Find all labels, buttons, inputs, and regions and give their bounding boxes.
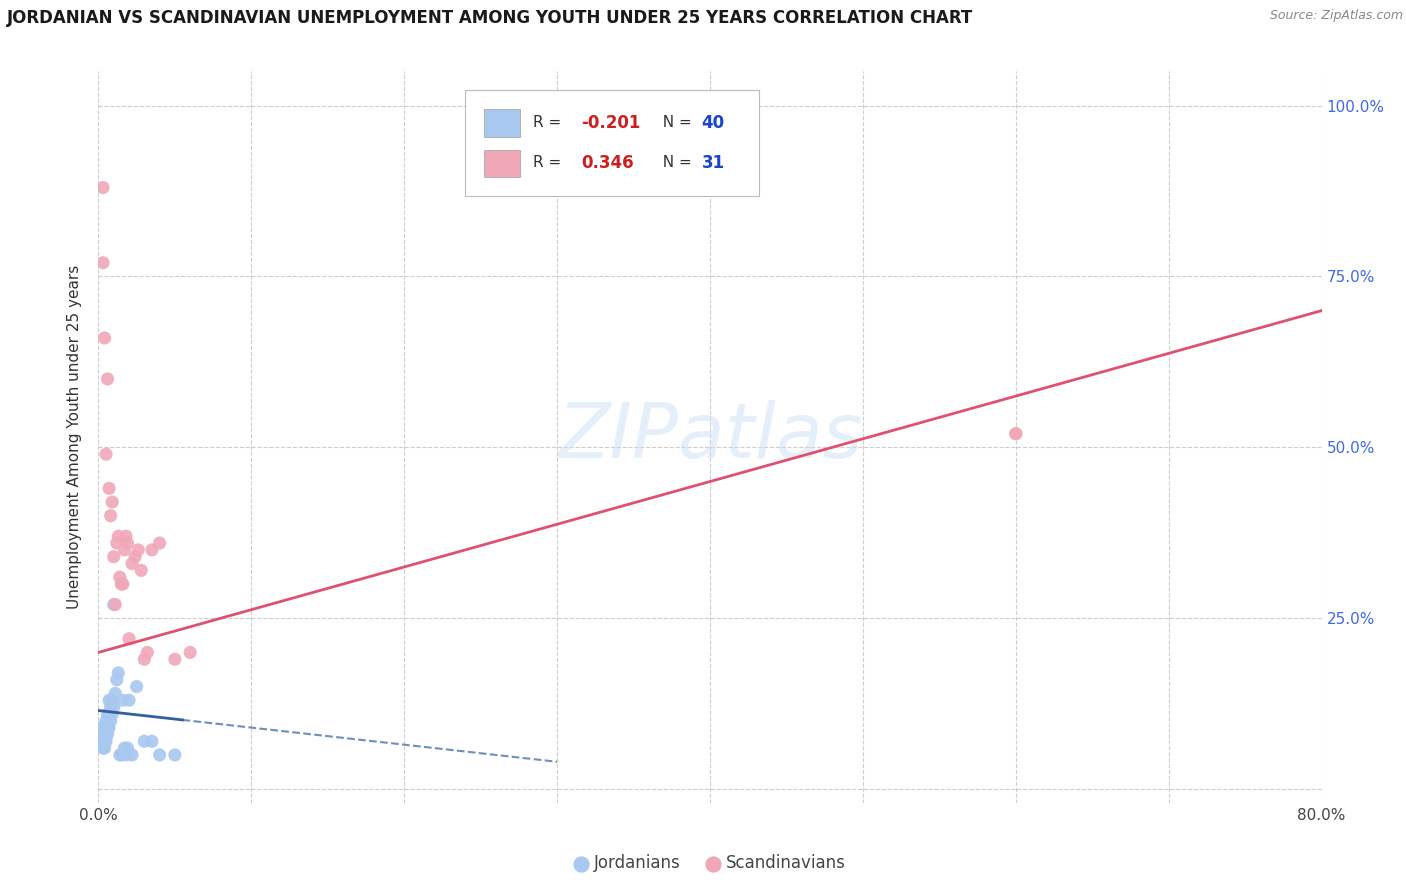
Point — [121, 557, 143, 571]
Point — [163, 652, 186, 666]
Point — [118, 632, 141, 646]
Point — [110, 577, 132, 591]
Point — [179, 645, 201, 659]
Point — [117, 741, 139, 756]
Point — [93, 331, 115, 345]
Point — [101, 693, 124, 707]
Point — [112, 542, 135, 557]
Point — [101, 706, 124, 721]
Point — [108, 747, 131, 762]
Point — [104, 598, 127, 612]
Point — [98, 721, 121, 735]
Point — [134, 734, 156, 748]
Text: 40: 40 — [702, 113, 724, 131]
Point — [121, 747, 143, 762]
Point — [90, 721, 112, 735]
Point — [94, 734, 117, 748]
Point — [129, 563, 152, 577]
Point — [115, 529, 138, 543]
Point — [91, 741, 114, 756]
Point — [127, 542, 149, 557]
Point — [94, 727, 117, 741]
Text: JORDANIAN VS SCANDINAVIAN UNEMPLOYMENT AMONG YOUTH UNDER 25 YEARS CORRELATION CH: JORDANIAN VS SCANDINAVIAN UNEMPLOYMENT A… — [7, 9, 973, 27]
Point — [111, 693, 134, 707]
Point — [91, 256, 114, 270]
Point — [94, 447, 117, 461]
Point — [108, 570, 131, 584]
Point — [1004, 426, 1026, 441]
Text: R =: R = — [533, 115, 565, 130]
Y-axis label: Unemployment Among Youth under 25 years: Unemployment Among Youth under 25 years — [67, 265, 83, 609]
Legend: Jordanians, Scandinavians: Jordanians, Scandinavians — [568, 847, 852, 879]
Point — [1004, 426, 1026, 441]
Point — [111, 577, 134, 591]
Point — [98, 693, 121, 707]
Text: R =: R = — [533, 155, 571, 170]
Point — [94, 714, 117, 728]
Point — [97, 721, 120, 735]
Point — [97, 372, 120, 386]
Point — [149, 536, 172, 550]
Point — [115, 747, 138, 762]
Point — [107, 529, 129, 543]
Bar — [484, 150, 520, 178]
Point — [103, 598, 125, 612]
Point — [100, 700, 122, 714]
Point — [107, 665, 129, 680]
Text: N =: N = — [652, 155, 696, 170]
Point — [89, 734, 111, 748]
Point — [149, 747, 172, 762]
Point — [117, 536, 139, 550]
Point — [103, 549, 125, 564]
Point — [118, 693, 141, 707]
Point — [100, 508, 122, 523]
Point — [163, 747, 186, 762]
Text: 31: 31 — [702, 153, 724, 172]
Point — [105, 536, 128, 550]
Point — [93, 734, 115, 748]
Point — [125, 680, 148, 694]
Point — [103, 700, 125, 714]
Point — [112, 741, 135, 756]
Point — [98, 481, 121, 495]
Point — [97, 727, 120, 741]
Point — [101, 495, 124, 509]
Point — [104, 686, 127, 700]
Point — [100, 714, 122, 728]
Point — [124, 549, 146, 564]
Point — [91, 727, 114, 741]
Point — [110, 747, 132, 762]
Text: 0.346: 0.346 — [582, 153, 634, 172]
Point — [134, 652, 156, 666]
Point — [136, 645, 159, 659]
Point — [93, 721, 115, 735]
Text: ZIPatlas: ZIPatlas — [557, 401, 863, 474]
FancyBboxPatch shape — [465, 90, 759, 195]
Point — [105, 673, 128, 687]
Point — [91, 180, 114, 194]
Bar — [484, 110, 520, 137]
Text: Source: ZipAtlas.com: Source: ZipAtlas.com — [1270, 9, 1403, 22]
Text: N =: N = — [652, 115, 696, 130]
Text: -0.201: -0.201 — [582, 113, 641, 131]
Point — [90, 727, 112, 741]
Point — [93, 741, 115, 756]
Point — [141, 542, 163, 557]
Point — [141, 734, 163, 748]
Point — [98, 706, 121, 721]
Point — [97, 706, 120, 721]
Point — [91, 734, 114, 748]
